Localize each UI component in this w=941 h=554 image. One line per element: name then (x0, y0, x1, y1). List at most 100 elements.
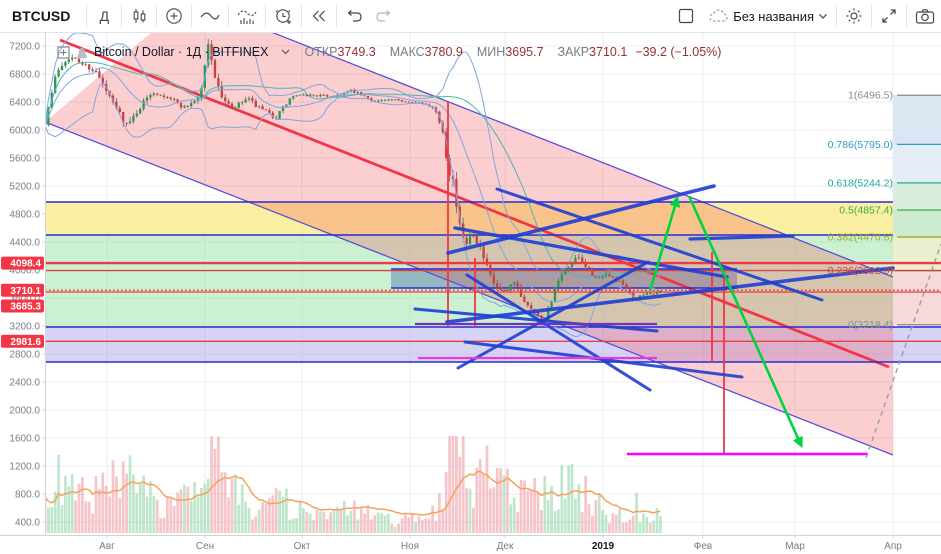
separator (156, 5, 158, 27)
cloud-save-button[interactable]: Без названия (701, 3, 834, 29)
svg-text:4800.0: 4800.0 (9, 210, 40, 221)
interval-button[interactable]: Д (99, 8, 110, 24)
svg-text:4098.4: 4098.4 (10, 259, 41, 270)
rewind-icon (310, 9, 328, 23)
bb-middle (44, 67, 661, 303)
chart-title[interactable]: Bitcoin / Dollar · 1Д · BITFINEX (94, 45, 269, 59)
svg-text:2019: 2019 (592, 541, 615, 552)
alert-button[interactable] (268, 3, 299, 29)
svg-text:3600.0: 3600.0 (9, 294, 40, 305)
alarm-clock-plus-icon (274, 7, 293, 25)
legend-chevron-icon[interactable] (281, 47, 290, 57)
top-toolbar: BTCUSD Д (0, 0, 941, 33)
indicators-button[interactable] (231, 3, 263, 29)
svg-text:2000.0: 2000.0 (9, 406, 40, 417)
svg-text:4400.0: 4400.0 (9, 238, 40, 249)
svg-text:Авг: Авг (99, 541, 115, 552)
price-badge (1, 283, 44, 297)
fib-levels: 1(6496.5) 0.786(5795.0) 0.618(5244.2) 0.5(4… (828, 90, 941, 331)
fib-projection-bands (893, 95, 941, 325)
settings-button[interactable] (839, 3, 869, 29)
snapshot-button[interactable] (909, 3, 941, 29)
layout-square-icon (677, 7, 695, 25)
undo-button[interactable] (339, 3, 369, 29)
svg-text:3685.3: 3685.3 (10, 302, 41, 313)
projection-down (687, 195, 803, 448)
bar-style-button[interactable] (124, 3, 154, 29)
svg-text:Апр: Апр (884, 541, 902, 552)
symbol-search-button[interactable]: BTCUSD (12, 8, 71, 24)
svg-text:7200.0: 7200.0 (9, 42, 40, 53)
svg-text:0.236(3992.0): 0.236(3992.0) (828, 265, 893, 277)
redo-button[interactable] (369, 3, 399, 29)
svg-text:Дек: Дек (497, 541, 514, 552)
svg-text:5200.0: 5200.0 (9, 182, 40, 193)
separator (301, 5, 303, 27)
svg-text:0.382(4470.6): 0.382(4470.6) (828, 232, 893, 244)
price-change: −39.2 (−1.05%) (635, 45, 722, 59)
projection-up (648, 195, 681, 292)
fullscreen-icon (880, 7, 898, 25)
separator (336, 5, 338, 27)
layout-button[interactable] (671, 3, 701, 29)
gear-icon (845, 7, 863, 25)
svg-text:2800.0: 2800.0 (9, 350, 40, 361)
volume-layer (43, 436, 662, 533)
svg-text:Ноя: Ноя (401, 541, 419, 552)
red-vertical-lines (447, 102, 725, 453)
price-axis: 7200.0 6800.0 6400.0 6000.0 5600.0 5200.0 4800… (0, 33, 46, 535)
indicator-lines (44, 32, 661, 338)
svg-text:2981.6: 2981.6 (10, 337, 41, 348)
layout-name-label: Без названия (733, 8, 814, 24)
separator (86, 5, 88, 27)
svg-text:Окт: Окт (294, 541, 311, 552)
svg-text:1600.0: 1600.0 (9, 434, 40, 445)
svg-text:1(6496.5): 1(6496.5) (848, 90, 893, 102)
bb-lower (44, 81, 661, 338)
svg-text:3710.1: 3710.1 (10, 286, 41, 297)
svg-text:1200.0: 1200.0 (9, 462, 40, 473)
plus-circle-icon (165, 7, 183, 25)
dashed-projection-line (865, 243, 941, 459)
line-tool-button[interactable] (194, 3, 226, 29)
svg-text:0.786(5795.0): 0.786(5795.0) (828, 139, 893, 151)
green-arrows (648, 195, 803, 448)
svg-text:Мар: Мар (785, 541, 805, 552)
separator (121, 5, 123, 27)
replay-button[interactable] (304, 3, 334, 29)
svg-text:0.618(5244.2): 0.618(5244.2) (828, 177, 893, 189)
indicators-icon (237, 8, 257, 25)
price-badge (1, 299, 44, 313)
add-symbol-grid-icon[interactable] (57, 45, 70, 59)
ohlc-open: ОТКР3749.3 (304, 45, 376, 59)
svg-text:4000.0: 4000.0 (9, 266, 40, 277)
price-badge (1, 256, 44, 270)
time-axis: Авг Сен Окт Ноя Дек 2019 Фев Мар Апр (0, 535, 941, 554)
candlestick-icon (131, 8, 148, 25)
svg-text:400.0: 400.0 (15, 518, 40, 529)
svg-text:800.0: 800.0 (15, 490, 40, 501)
svg-text:0.5(4857.4): 0.5(4857.4) (839, 204, 893, 216)
svg-text:3200.0: 3200.0 (9, 322, 40, 333)
svg-text:Сен: Сен (196, 541, 214, 552)
camera-icon (915, 8, 935, 25)
trend-line-icon (200, 9, 220, 23)
separator (906, 5, 907, 27)
svg-text:0(3218.4): 0(3218.4) (848, 319, 893, 331)
ohlc-low: МИН3695.7 (476, 45, 544, 59)
chart-legend: Bitcoin / Dollar · 1Д · BITFINEX ОТКР374… (57, 45, 721, 59)
cloud-icon (707, 8, 729, 24)
redo-arrow-icon (375, 9, 393, 23)
blue-trend-lines (413, 184, 895, 392)
ohlc-high: МАКС3780.9 (389, 45, 463, 59)
price-badge (1, 334, 44, 348)
volume-ma-line (44, 470, 661, 516)
undo-arrow-icon (345, 9, 363, 23)
svg-text:6000.0: 6000.0 (9, 126, 40, 137)
compare-button[interactable] (159, 3, 189, 29)
fullscreen-button[interactable] (874, 3, 904, 29)
svg-text:6800.0: 6800.0 (9, 70, 40, 81)
separator (228, 5, 230, 27)
